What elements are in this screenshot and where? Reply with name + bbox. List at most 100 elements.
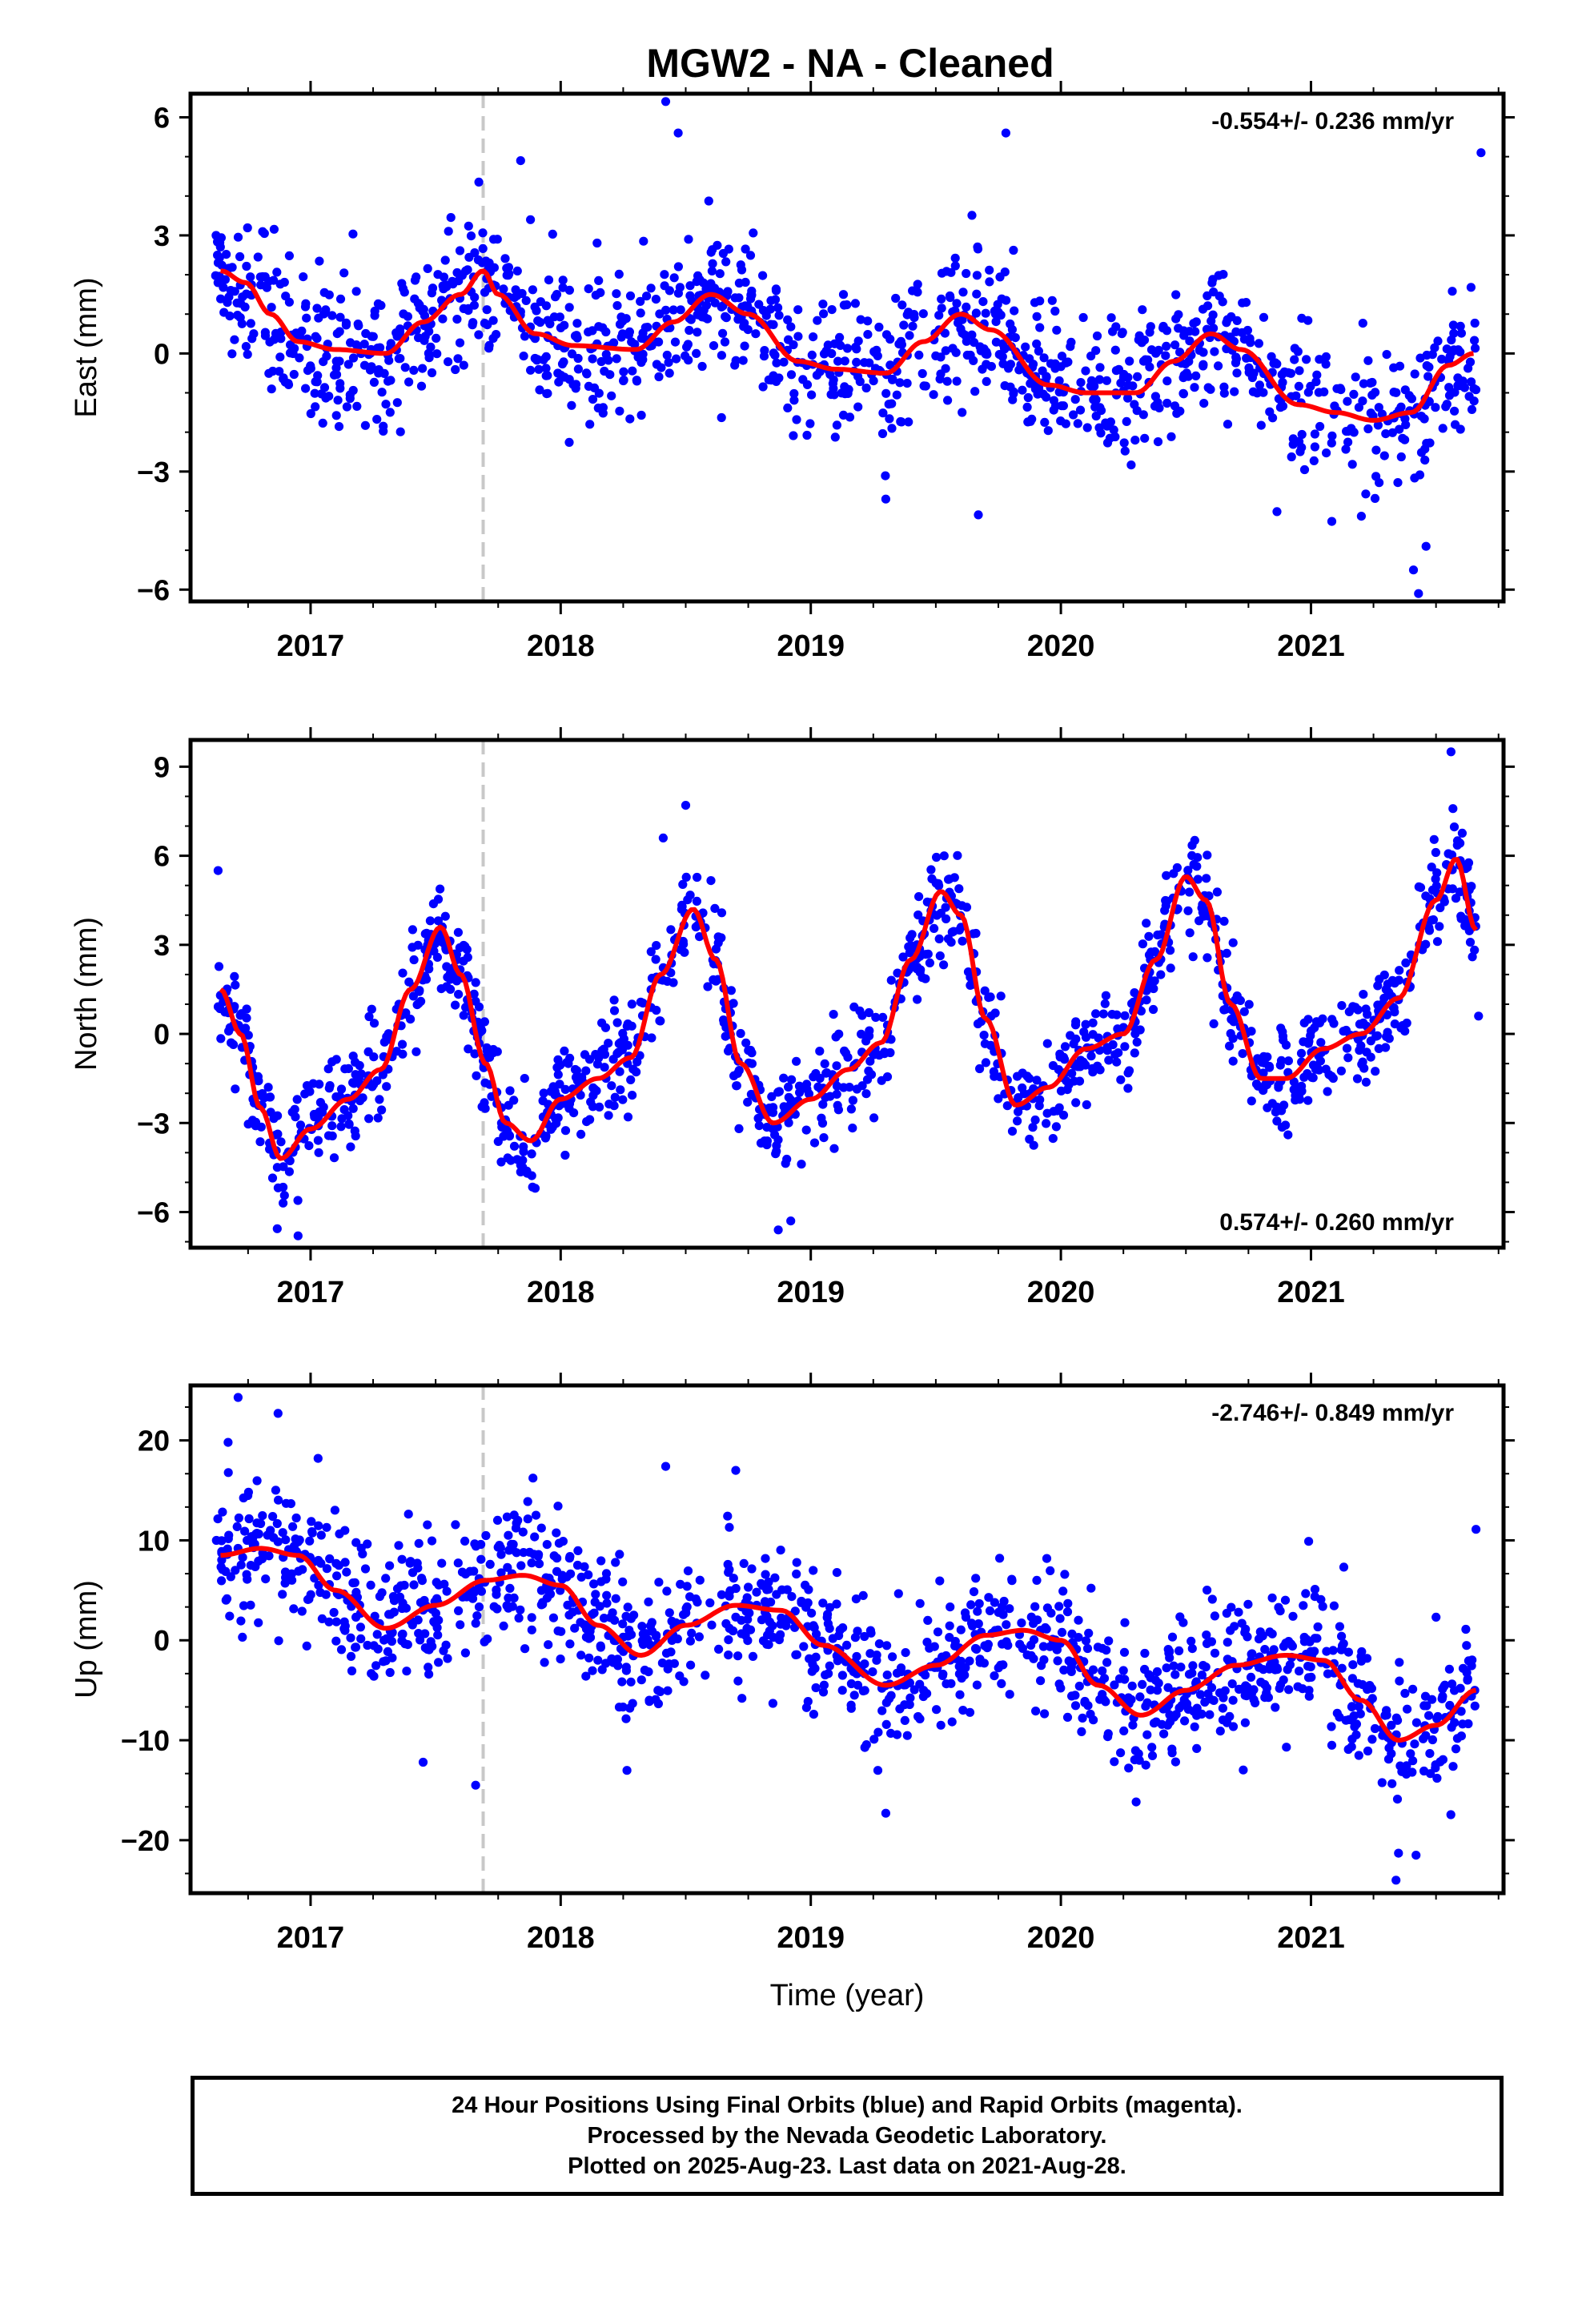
data-point — [1347, 1702, 1357, 1711]
data-point — [1172, 408, 1182, 418]
data-point — [1227, 1679, 1237, 1689]
data-point — [943, 396, 953, 405]
data-point — [733, 1676, 743, 1686]
data-point — [817, 1118, 828, 1128]
data-point — [1176, 1663, 1186, 1672]
data-point — [1195, 916, 1204, 926]
data-point — [432, 349, 442, 359]
data-point — [914, 892, 924, 902]
data-point — [1424, 362, 1434, 372]
data-point — [893, 1589, 903, 1598]
data-point — [958, 936, 967, 946]
data-point — [424, 1645, 434, 1655]
data-point — [297, 326, 307, 336]
data-point — [1427, 862, 1436, 872]
data-point — [1018, 385, 1027, 395]
data-point — [869, 1735, 879, 1744]
data-point — [541, 364, 551, 373]
data-point — [556, 371, 566, 380]
data-point — [851, 1594, 861, 1604]
data-point — [1247, 1027, 1256, 1036]
data-point — [1208, 310, 1218, 320]
data-point — [1259, 1051, 1269, 1061]
data-point — [644, 1695, 654, 1705]
data-point — [589, 1579, 599, 1589]
data-point — [981, 1058, 990, 1068]
data-point — [915, 1598, 925, 1608]
data-point — [1084, 1628, 1094, 1638]
data-point — [358, 1549, 367, 1558]
data-point — [267, 384, 276, 394]
data-point — [1048, 1134, 1058, 1144]
footer-line-2: Processed by the Nevada Geodetic Laborat… — [587, 2123, 1107, 2149]
data-point — [1339, 1027, 1348, 1036]
data-point — [1107, 1010, 1117, 1019]
data-point — [288, 1522, 298, 1531]
data-point — [863, 330, 873, 340]
data-point — [1335, 1712, 1344, 1722]
data-point — [656, 363, 666, 372]
data-point — [765, 1626, 774, 1636]
data-point — [520, 332, 530, 341]
data-point — [801, 1125, 811, 1135]
data-point — [1243, 325, 1252, 336]
data-point — [471, 1618, 480, 1628]
data-point — [572, 1066, 582, 1076]
data-point — [258, 227, 267, 236]
y-tick-label: −3 — [137, 1107, 170, 1140]
data-point — [502, 1601, 512, 1610]
data-point — [520, 1074, 529, 1084]
data-point — [1165, 1710, 1174, 1719]
data-point — [550, 1090, 560, 1100]
data-point — [914, 350, 924, 360]
x-tick-label: 2021 — [1277, 1276, 1345, 1309]
data-point — [342, 402, 351, 412]
data-point — [984, 1593, 994, 1602]
data-point — [519, 1548, 528, 1558]
data-point — [1284, 1685, 1294, 1695]
data-point — [354, 321, 363, 331]
data-point — [626, 1677, 636, 1687]
data-point — [1197, 1671, 1207, 1680]
y-tick-label: 6 — [154, 840, 170, 873]
data-point — [891, 293, 901, 304]
data-point — [218, 1565, 227, 1574]
x-tick-label: 2020 — [1027, 1276, 1095, 1309]
data-point — [878, 1012, 888, 1022]
data-point — [389, 1607, 399, 1617]
data-point — [707, 266, 717, 275]
data-point — [683, 340, 693, 349]
data-point — [1367, 1694, 1377, 1703]
data-point — [1170, 1670, 1180, 1679]
data-point — [252, 1476, 262, 1486]
data-point — [1332, 384, 1342, 393]
data-point — [1023, 417, 1033, 427]
data-point — [1313, 1622, 1323, 1632]
data-point — [276, 1137, 286, 1147]
data-point — [317, 1614, 327, 1623]
data-point — [395, 1592, 405, 1602]
data-point — [560, 1126, 571, 1136]
data-point — [379, 1635, 389, 1645]
data-point — [1179, 331, 1189, 340]
data-point — [284, 297, 294, 307]
x-tick-label: 2020 — [1027, 629, 1095, 663]
data-point — [1427, 915, 1436, 925]
fit-curve — [220, 268, 1474, 423]
data-point — [1410, 1739, 1419, 1749]
data-point — [404, 1510, 413, 1519]
data-point — [513, 1515, 523, 1526]
data-point — [717, 302, 726, 312]
data-point — [593, 1655, 603, 1665]
data-point — [912, 964, 921, 974]
data-point — [1195, 1690, 1206, 1699]
data-point — [1304, 1537, 1314, 1546]
data-point — [1408, 1756, 1418, 1766]
data-point — [213, 1514, 223, 1524]
data-point — [1094, 375, 1104, 384]
data-point — [553, 1502, 563, 1511]
data-point — [274, 1636, 283, 1646]
data-point — [1222, 1608, 1231, 1618]
data-point — [958, 287, 968, 297]
data-point — [552, 1528, 561, 1538]
